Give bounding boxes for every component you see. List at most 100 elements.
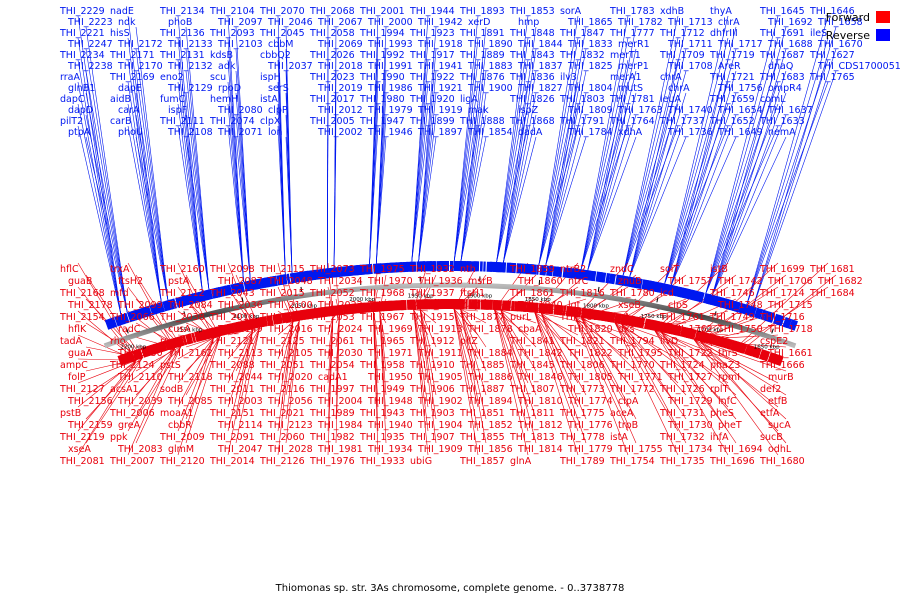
- reverse-gene-arrow: [273, 275, 278, 287]
- reverse-gene-leader: [503, 114, 537, 263]
- reverse-gene-label: chrA: [668, 83, 690, 94]
- reverse-gene-leader: [185, 48, 210, 290]
- reverse-gene-label: ispH: [260, 72, 281, 83]
- forward-gene-leader: [460, 308, 487, 324]
- reverse-gene-leader: [705, 37, 779, 294]
- forward-gene-leader: [700, 341, 787, 396]
- forward-gene-label: THI_2053: [309, 312, 355, 323]
- reverse-gene-label: THI_2169: [109, 72, 155, 83]
- forward-gene-leader: [177, 337, 215, 432]
- forward-gene-label: THI_1907: [409, 432, 455, 443]
- reverse-gene-leader: [185, 26, 210, 290]
- reverse-gene-arrow: [503, 262, 507, 273]
- reverse-gene-leader: [85, 114, 128, 313]
- forward-gene-arrow: [191, 332, 197, 343]
- reverse-gene-leader: [671, 114, 737, 286]
- reverse-gene-arrow: [217, 286, 224, 298]
- forward-gene-leader: [285, 320, 300, 420]
- reverse-gene-label: THI_2046: [267, 17, 313, 28]
- reverse-gene-leader: [622, 103, 679, 276]
- forward-gene-label: xseA: [68, 444, 91, 455]
- forward-gene-leader: [494, 309, 529, 384]
- forward-gene-label: sodB: [160, 384, 183, 395]
- forward-gene-label: cspE2: [760, 336, 788, 347]
- forward-gene-label: msrB: [468, 276, 493, 287]
- forward-gene-leader: [494, 309, 529, 336]
- forward-gene-label: thrS: [718, 348, 738, 359]
- forward-gene-leader: [77, 310, 137, 361]
- reverse-gene-label: THI_1670: [817, 39, 863, 50]
- reverse-gene-leader: [580, 59, 629, 270]
- reverse-gene-lines: [77, 15, 837, 315]
- reverse-gene-label: THI_1890: [467, 39, 513, 50]
- forward-gene-arrow: [498, 300, 502, 311]
- reverse-gene-label: THI_1876: [459, 72, 505, 83]
- forward-gene-arrow: [164, 339, 172, 351]
- forward-gene-label: THI_1915: [409, 312, 455, 323]
- reverse-gene-label: THI_1683: [759, 72, 805, 83]
- reverse-gene-leader: [85, 70, 128, 313]
- reverse-gene-arrow: [602, 272, 607, 283]
- reverse-gene-leader: [712, 92, 787, 296]
- forward-gene-label: rho: [110, 336, 126, 347]
- forward-gene-label: THI_1732: [659, 432, 705, 443]
- forward-gene-label: THI_1774: [567, 396, 613, 407]
- reverse-gene-label: eno2: [160, 72, 184, 83]
- reverse-gene-leader: [460, 26, 487, 262]
- forward-gene-label: THI_2047: [217, 444, 263, 455]
- reverse-gene-label: THI_2093: [209, 28, 255, 39]
- forward-gene-leader: [419, 309, 437, 444]
- reverse-gene-label: chrA: [718, 17, 740, 28]
- reverse-gene-arrow: [329, 267, 335, 278]
- scale-tick-label: 1700 kbp: [698, 328, 724, 334]
- forward-gene-label: THI_1734: [667, 444, 713, 455]
- forward-gene-leader: [614, 322, 679, 432]
- reverse-gene-label: THI_2229: [59, 6, 105, 17]
- forward-gene-label: trxA: [110, 264, 130, 275]
- reverse-gene-leader: [538, 59, 579, 265]
- reverse-gene-leader: [77, 81, 122, 315]
- reverse-gene-label: THI_1804: [567, 83, 613, 94]
- forward-gene-label: THI_1948: [367, 396, 413, 407]
- forward-gene-label: THI_1761: [659, 312, 705, 323]
- forward-gene-label: THI_1877: [459, 312, 505, 323]
- forward-gene-label: THI_2119: [59, 432, 105, 443]
- forward-gene-leader: [534, 312, 579, 432]
- forward-gene-label: THI_1812: [517, 420, 563, 431]
- reverse-gene-label: THI_1803: [559, 94, 605, 105]
- forward-gene-leader: [413, 309, 429, 432]
- forward-gene-label: THI_1778: [559, 432, 605, 443]
- forward-gene-label: THI_2056: [267, 396, 313, 407]
- reverse-gene-label: istA: [260, 94, 278, 105]
- reverse-gene-label: THI_1891: [459, 28, 505, 39]
- reverse-gene-leader: [753, 48, 837, 307]
- reverse-gene-leader: [460, 48, 487, 262]
- reverse-gene-leader: [496, 37, 529, 263]
- reverse-gene-label: kdsB: [210, 50, 233, 61]
- forward-gene-label: THI_2022: [317, 300, 363, 311]
- forward-gene-leader: [460, 309, 487, 396]
- reverse-gene-arrow: [779, 315, 785, 327]
- reverse-gene-leader: [580, 103, 629, 270]
- forward-gene-label: THI_1842: [517, 348, 563, 359]
- forward-gene-label: THI_1771: [617, 372, 663, 383]
- forward-gene-leader: [419, 309, 437, 396]
- forward-gene-label: rplT: [710, 384, 729, 395]
- forward-gene-label: glnA: [510, 456, 532, 467]
- forward-gene-label: THI_1975: [359, 264, 405, 275]
- reverse-gene-leader: [326, 125, 329, 269]
- forward-gene-arrow: [523, 301, 528, 312]
- reverse-gene-arrow: [443, 261, 448, 271]
- reverse-gene-label: THI_2067: [317, 17, 363, 28]
- forward-gene-leader: [693, 339, 779, 432]
- legend-item-forward: Forward: [798, 8, 890, 26]
- reverse-gene-label: THI_1692: [767, 17, 813, 28]
- reverse-gene-leader: [227, 81, 244, 282]
- reverse-gene-label: THI_1782: [617, 17, 663, 28]
- forward-gene-label: THI_1795: [617, 348, 663, 359]
- reverse-gene-leader: [705, 15, 779, 294]
- forward-gene-label: THI_1770: [609, 360, 655, 371]
- reverse-gene-label: THI_2132: [167, 61, 213, 72]
- forward-gene-label: THI_1762: [667, 324, 713, 335]
- forward-gene-label: pstB: [60, 408, 81, 419]
